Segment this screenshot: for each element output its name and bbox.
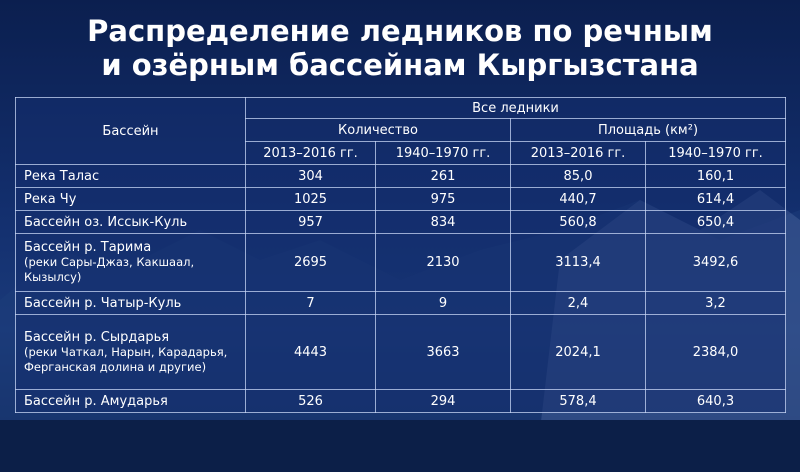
basin-name: Бассейн р. Сырдарья xyxy=(24,329,170,345)
row: Река Талас 304 261 85,0 160,1 xyxy=(15,164,786,188)
value-cell: 440,7 xyxy=(510,187,646,211)
basin-name: Бассейн р. Тарима xyxy=(24,240,152,255)
title: Распределение ледников по речным и озёрн… xyxy=(0,14,800,82)
value-cell: 160,1 xyxy=(645,164,786,188)
basin-name: Бассейн р. Амударья xyxy=(24,393,168,409)
value-cell: 2024,1 xyxy=(510,314,646,390)
value-cell: 304 xyxy=(245,164,376,188)
value-cell: 7 xyxy=(245,291,376,315)
table: Бассейн Все ледники Количество Площадь (… xyxy=(15,97,786,413)
value-cell: 614,4 xyxy=(645,187,786,211)
header-cell: 1940–1970 гг. xyxy=(375,141,511,165)
name-cell: Река Чу xyxy=(15,187,246,211)
value-cell: 578,4 xyxy=(510,389,646,413)
value-cell: 3663 xyxy=(375,314,511,390)
header-cell: 1940–1970 гг. xyxy=(645,141,786,165)
name-cell: Бассейн р. Амударья xyxy=(15,389,246,413)
basin-note: (реки Сары-Джаз, Какшаал, Кызылсу) xyxy=(24,255,195,284)
value-cell: 2130 xyxy=(375,233,511,292)
value-cell: 3,2 xyxy=(645,291,786,315)
row: Бассейн р. Амударья 526 294 578,4 640,3 xyxy=(15,389,786,413)
row: Река Чу 1025 975 440,7 614,4 xyxy=(15,187,786,211)
name-cell: Бассейн оз. Иссык-Куль xyxy=(15,210,246,234)
basin-name: Бассейн оз. Иссык-Куль xyxy=(24,214,188,230)
value-cell: 650,4 xyxy=(645,210,786,234)
value-cell: 9 xyxy=(375,291,511,315)
title-line: Распределение ледников по речным xyxy=(87,14,713,48)
header-cell: 2013–2016 гг. xyxy=(510,141,646,165)
header-cell: Бассейн xyxy=(15,97,246,165)
value-cell: 294 xyxy=(375,389,511,413)
title-line: и озёрным бассейнам Кыргызстана xyxy=(101,48,699,82)
name-cell: Бассейн р. Тарима (реки Сары-Джаз, Какшаа… xyxy=(15,233,246,292)
row: Бассейн р. Сырдарья (реки Чаткал, Нарын, … xyxy=(15,314,786,390)
value-cell: 4443 xyxy=(245,314,376,390)
value-cell: 85,0 xyxy=(510,164,646,188)
value-cell: 3492,6 xyxy=(645,233,786,292)
value-cell: 2,4 xyxy=(510,291,646,315)
row: Бассейн р. Чатыр-Куль 7 9 2,4 3,2 xyxy=(15,291,786,315)
value-cell: 261 xyxy=(375,164,511,188)
value-cell: 2695 xyxy=(245,233,376,292)
value-cell: 3113,4 xyxy=(510,233,646,292)
basin-name: Река Чу xyxy=(24,191,77,207)
name-cell: Бассейн р. Сырдарья (реки Чаткал, Нарын, … xyxy=(15,314,246,390)
value-cell: 975 xyxy=(375,187,511,211)
value-cell: 640,3 xyxy=(645,389,786,413)
header-cell: 2013–2016 гг. xyxy=(245,141,376,165)
name-cell: Бассейн р. Чатыр-Куль xyxy=(15,291,246,315)
row: Бассейн оз. Иссык-Куль 957 834 560,8 650,4 xyxy=(15,210,786,234)
value-cell: 526 xyxy=(245,389,376,413)
header-cell: Площадь (км²) xyxy=(510,118,786,142)
value-cell: 834 xyxy=(375,210,511,234)
value-cell: 2384,0 xyxy=(645,314,786,390)
value-cell: 560,8 xyxy=(510,210,646,234)
row: Бассейн р. Тарима (реки Сары-Джаз, Какшаа… xyxy=(15,233,786,292)
value-cell: 1025 xyxy=(245,187,376,211)
value-cell: 957 xyxy=(245,210,376,234)
header-cell: Все ледники xyxy=(245,97,786,119)
header-cell: Количество xyxy=(245,118,511,142)
basin-name: Река Талас xyxy=(24,168,100,184)
basin-name: Бассейн р. Чатыр-Куль xyxy=(24,295,182,311)
basin-note: (реки Чаткал, Нарын, Карадарья, Ферганск… xyxy=(24,344,228,374)
name-cell: Река Талас xyxy=(15,164,246,188)
